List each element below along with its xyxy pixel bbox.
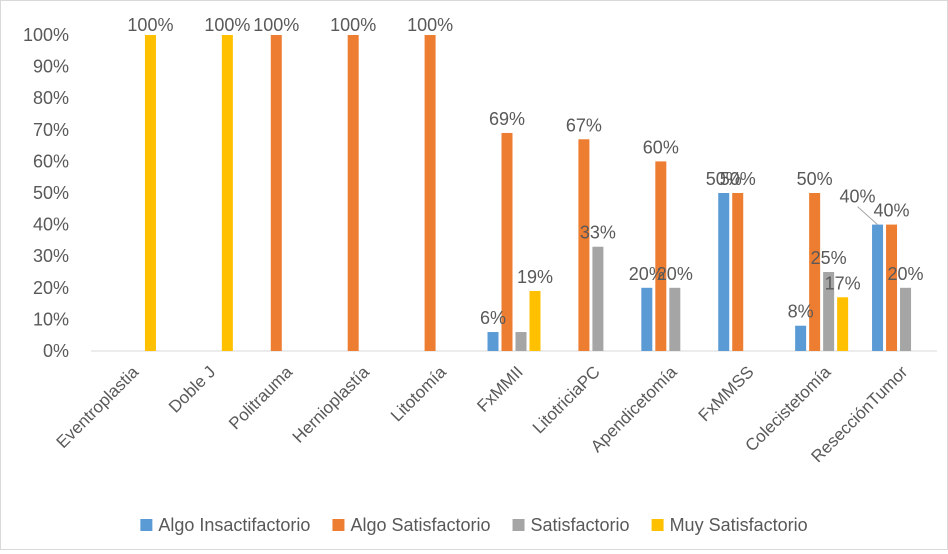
category-label: Politrauma xyxy=(225,362,296,433)
data-label: 100% xyxy=(330,15,376,35)
category-label: FxMMII xyxy=(473,362,526,415)
legend-label: Muy Satisfactorio xyxy=(670,515,808,535)
category-label: LitotriciaPC xyxy=(529,362,604,437)
data-label: 100% xyxy=(407,15,453,35)
bar xyxy=(529,290,541,351)
data-label: 100% xyxy=(204,15,250,35)
bar xyxy=(732,193,744,351)
y-tick-label: 40% xyxy=(33,215,69,235)
bars xyxy=(144,35,912,351)
bar xyxy=(837,297,849,351)
data-labels: 100% 100% 100% 100% 100%6%69%19%67%33%20%60%… xyxy=(127,15,923,328)
bar xyxy=(144,35,156,351)
category-label: Doble J xyxy=(165,362,219,416)
category-labels: Eventroplastia Doble J PolitraumaHerniopla… xyxy=(53,362,912,466)
leader-line xyxy=(857,206,878,225)
legend-swatch xyxy=(651,519,664,531)
data-label: 50% xyxy=(720,169,756,189)
bar xyxy=(578,139,590,351)
data-label: 20% xyxy=(657,264,693,284)
legend-swatch xyxy=(140,519,153,531)
data-label: 69% xyxy=(489,109,525,129)
data-label: 100% xyxy=(127,15,173,35)
y-tick-label: 10% xyxy=(33,309,69,329)
y-tick-label: 0% xyxy=(43,341,69,361)
y-tick-label: 50% xyxy=(33,183,69,203)
bar xyxy=(270,35,282,351)
data-label: 8% xyxy=(788,302,814,322)
y-tick-label: 70% xyxy=(33,120,69,140)
y-tick-label: 80% xyxy=(33,88,69,108)
bar xyxy=(487,332,499,351)
category-label: Litotomía xyxy=(387,362,450,425)
legend-label: Algo Insactifactorio xyxy=(158,515,310,535)
category-label: Eventroplastia xyxy=(53,362,143,452)
y-tick-label: 60% xyxy=(33,151,69,171)
data-label: 100% xyxy=(253,15,299,35)
category-label: Hernioplastía xyxy=(289,362,374,447)
bar xyxy=(795,325,807,351)
data-label: 33% xyxy=(580,223,616,243)
data-label: 50% xyxy=(706,169,742,189)
data-label: 40% xyxy=(874,201,910,221)
data-label: 25% xyxy=(811,248,847,268)
bar xyxy=(823,272,835,351)
bar xyxy=(718,193,730,351)
bar xyxy=(886,224,898,351)
bar xyxy=(592,246,604,351)
data-label: 17% xyxy=(825,273,861,293)
category-label: FxMMSS xyxy=(695,362,758,425)
legend-swatch xyxy=(332,519,345,531)
data-label: 67% xyxy=(566,115,602,135)
data-label: 60% xyxy=(643,137,679,157)
bar xyxy=(669,287,681,351)
bar xyxy=(641,287,653,351)
data-label: 40% xyxy=(840,187,876,207)
y-tick-label: 100% xyxy=(23,25,69,45)
bar xyxy=(221,35,233,351)
y-axis-ticks: 0% 10% 20% 30% 40% 50% 60% 70% 80% 90% 100% xyxy=(23,25,69,361)
data-label: 20% xyxy=(888,264,924,284)
y-tick-label: 20% xyxy=(33,278,69,298)
bar xyxy=(515,332,527,351)
legend-label: Algo Satisfactorio xyxy=(350,515,490,535)
legend: Algo Insactifactorio Algo Satisfactorio Sa… xyxy=(140,515,808,535)
legend-label: Satisfactorio xyxy=(531,515,630,535)
y-tick-label: 30% xyxy=(33,246,69,266)
bar xyxy=(872,224,884,351)
bar xyxy=(900,287,912,351)
bar xyxy=(655,161,667,351)
bar xyxy=(809,193,821,351)
data-label: 19% xyxy=(517,267,553,287)
data-label: 6% xyxy=(480,308,506,328)
y-tick-label: 90% xyxy=(33,57,69,77)
bar xyxy=(424,35,436,351)
legend-swatch xyxy=(512,519,525,531)
bar xyxy=(501,132,513,351)
data-label: 20% xyxy=(629,264,665,284)
bar xyxy=(347,35,359,351)
data-label: 50% xyxy=(797,169,833,189)
